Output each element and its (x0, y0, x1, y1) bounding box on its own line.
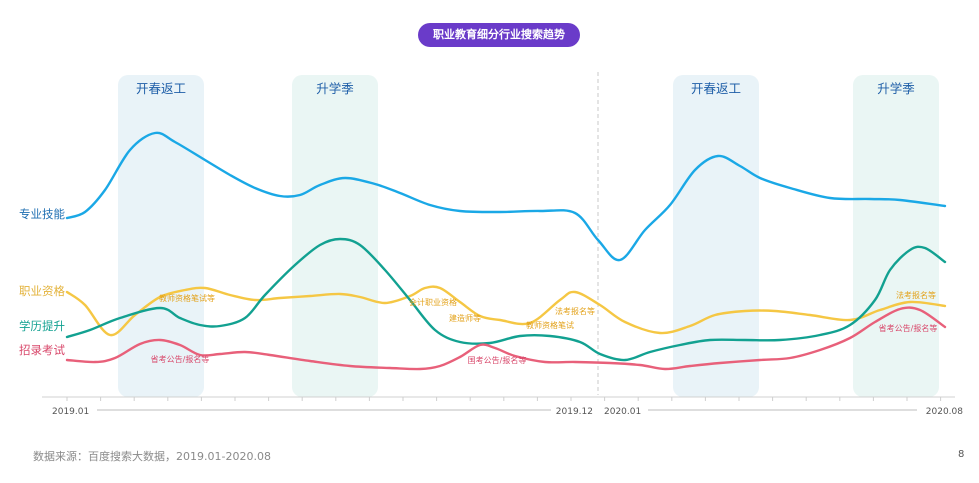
series-line-qualification (65, 285, 947, 337)
x-axis: 2019.01 2019.12 2020.01 2020.08 (42, 396, 963, 417)
annotation-label: 国考公告/报名等 (468, 355, 527, 365)
season-band-2 (292, 75, 378, 397)
data-source-note: 数据来源：百度搜索大数据，2019.01-2020.08 (33, 450, 271, 463)
series-label-qualification: 职业资格 (19, 284, 65, 298)
season-band-label-3: 开春返工 (691, 81, 741, 96)
annotation-label: 教师资格笔试 (526, 320, 574, 330)
season-band-label-1: 开春返工 (136, 81, 186, 96)
series-lines (65, 131, 947, 371)
season-bands: 开春返工 升学季 开春返工 升学季 (118, 75, 939, 397)
annotation-label: 法考报名等 (896, 290, 936, 300)
annotation-label: 教师资格笔试等 (159, 293, 215, 303)
season-band-3 (673, 75, 759, 397)
season-band-1 (118, 75, 204, 397)
x-tick-label: 2020.01 (604, 407, 641, 417)
series-line-skill (65, 131, 947, 262)
annotation-label: 省考公告/报名等 (879, 323, 938, 333)
chart-title: 职业教育细分行业搜索趋势 (418, 23, 580, 47)
season-band-4 (853, 75, 939, 397)
series-label-degree: 学历提升 (19, 319, 65, 333)
x-tick-label: 2020.08 (926, 407, 963, 417)
page-number: 8 (958, 449, 965, 460)
annotation-label: 法考报名等 (555, 306, 595, 316)
x-tick-label: 2019.01 (52, 407, 89, 417)
annotation-label: 省考公告/报名等 (151, 354, 210, 364)
series-label-skill: 专业技能 (19, 207, 65, 221)
annotation-label: 建造师等 (449, 313, 481, 323)
annotation-label: 会计职业资格 (409, 297, 457, 307)
series-line-exam (65, 306, 947, 371)
season-band-label-4: 升学季 (877, 81, 915, 96)
x-tick-label: 2019.12 (556, 407, 593, 417)
series-line-degree (65, 237, 947, 362)
series-label-exam: 招录考试 (19, 343, 65, 357)
season-band-label-2: 升学季 (316, 81, 354, 96)
